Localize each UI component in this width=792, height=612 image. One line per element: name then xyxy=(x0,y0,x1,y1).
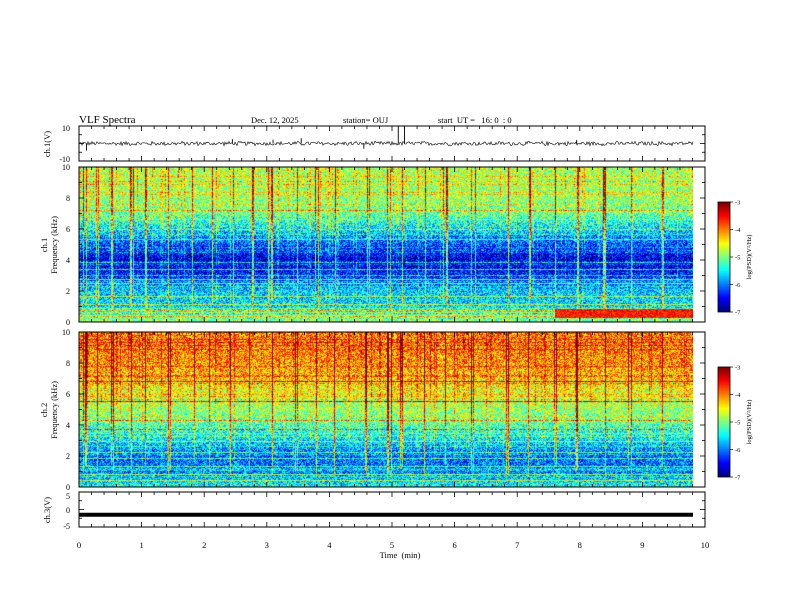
ch2-spectrogram-image xyxy=(79,332,693,487)
time-tick-label: 7 xyxy=(515,540,519,550)
ch2-colorbar-tick-labels: -3 -4 -5 -6 -7 xyxy=(730,365,741,482)
chart-title: VLF Spectra xyxy=(79,114,136,126)
time-axis-label: Time (min) xyxy=(380,550,421,560)
ch1-colorbar-label: log(PSD)(V²/Hz) xyxy=(746,235,753,280)
frequency-tick-label: 8 xyxy=(66,194,70,203)
frequency-tick-label: 4 xyxy=(66,421,70,430)
ch1-spectrogram-ticks xyxy=(78,166,706,323)
colorbar-tick-label: -6 xyxy=(735,447,741,454)
colorbar-tick-label: -5 xyxy=(735,255,740,262)
time-axis-tick-labels: 0 1 2 3 4 5 6 7 8 9 10 xyxy=(77,540,709,550)
ch3-ylabel: ch.3(V) xyxy=(42,497,52,523)
colorbar-tick-label: -7 xyxy=(735,310,741,317)
ch3-ytick-bottom: -5 xyxy=(63,522,70,531)
time-tick-label: 2 xyxy=(202,540,206,550)
time-tick-label: 10 xyxy=(701,540,710,550)
station-label: station= OUJ xyxy=(343,115,389,125)
ch2-spectrogram-ylabel: Frequency (kHz) xyxy=(49,381,59,439)
time-tick-label: 4 xyxy=(327,540,332,550)
frequency-tick-label: 0 xyxy=(66,483,70,492)
date-label: Dec. 12, 2025 xyxy=(251,115,299,125)
ch3-ytick-mid: 0 xyxy=(66,506,70,515)
time-tick-label: 0 xyxy=(77,540,81,550)
time-tick-label: 8 xyxy=(578,540,582,550)
ch2-spectrogram-ticks xyxy=(78,331,706,488)
frequency-tick-label: 10 xyxy=(62,163,70,172)
colorbar-tick-label: -7 xyxy=(735,475,741,482)
frequency-tick-label: 8 xyxy=(66,359,70,368)
ch1-waveform-spikes xyxy=(86,126,578,151)
frequency-tick-label: 6 xyxy=(66,225,70,234)
ch3-waveform-frame xyxy=(78,491,706,528)
colorbar-tick-label: -3 xyxy=(735,365,740,372)
time-tick-label: 1 xyxy=(139,540,143,550)
ch1-spectrogram-ylabel: Frequency (kHz) xyxy=(49,216,59,274)
colorbar-tick-label: -5 xyxy=(735,420,740,427)
ch1-colorbar-gradient xyxy=(718,202,730,312)
colorbar-tick-label: -4 xyxy=(735,227,741,234)
frequency-tick-label: 2 xyxy=(66,452,70,461)
ch2-colorbar-gradient xyxy=(718,367,730,477)
ch1-waveform-panel: 10 -10 ch.1(V) xyxy=(42,124,706,164)
ch2-spectrogram-panel: 0 2 4 6 8 10 ch.2 Frequency (kHz) xyxy=(39,328,706,492)
frequency-tick-label: 0 xyxy=(66,318,70,327)
ch3-waveform-panel: 5 0 -5 ch.3(V) 0 1 2 3 4 5 6 7 8 9 10 Time (min) xyxy=(42,491,709,560)
colorbar-tick-label: -4 xyxy=(735,392,741,399)
frequency-tick-label: 4 xyxy=(66,256,70,265)
ch1-waveform-trace xyxy=(78,140,694,147)
colorbar-tick-label: -6 xyxy=(735,282,741,289)
frequency-tick-label: 2 xyxy=(66,287,70,296)
ch1-ylabel: ch.1(V) xyxy=(42,131,52,157)
time-tick-label: 5 xyxy=(390,540,394,550)
ch1-waveform-frame xyxy=(78,125,706,162)
time-tick-label: 9 xyxy=(640,540,644,550)
ch1-spectrogram-ytick-labels: 0 2 4 6 8 10 xyxy=(62,163,70,327)
ch3-ytick-top: 5 xyxy=(66,492,70,501)
frequency-tick-label: 10 xyxy=(62,328,70,337)
ch1-ytick-top: 10 xyxy=(62,124,70,133)
ch1-ytick-bottom: -10 xyxy=(59,155,70,164)
time-tick-label: 3 xyxy=(265,540,269,550)
ch2-colorbar: -3 -4 -5 -6 -7 log(PSD)(V²/Hz) xyxy=(717,365,753,482)
ch1-spectrogram-panel: 0 2 4 6 8 10 ch.1 Frequency (kHz) xyxy=(39,163,706,327)
ch2-colorbar-label: log(PSD)(V²/Hz) xyxy=(746,400,753,445)
ch1-spectrogram-image xyxy=(79,167,693,322)
ch1-colorbar-tick-labels: -3 -4 -5 -6 -7 xyxy=(730,200,741,317)
colorbar-tick-label: -3 xyxy=(735,200,740,207)
ch3-waveform-trace xyxy=(79,512,693,517)
ch3-waveform-ticks xyxy=(78,492,706,527)
frequency-tick-label: 6 xyxy=(66,390,70,399)
start-ut-label: start UT = 16: 0 : 0 xyxy=(438,115,512,125)
ch2-spectrogram-ytick-labels: 0 2 4 6 8 10 xyxy=(62,328,70,492)
ch2-spectrogram-channel-label: ch.2 xyxy=(39,403,49,417)
ch1-spectrogram-channel-label: ch.1 xyxy=(39,238,49,252)
time-tick-label: 6 xyxy=(452,540,456,550)
ch1-colorbar: -3 -4 -5 -6 -7 log(PSD)(V²/Hz) xyxy=(717,200,753,317)
ch1-waveform-ticks xyxy=(78,126,706,161)
